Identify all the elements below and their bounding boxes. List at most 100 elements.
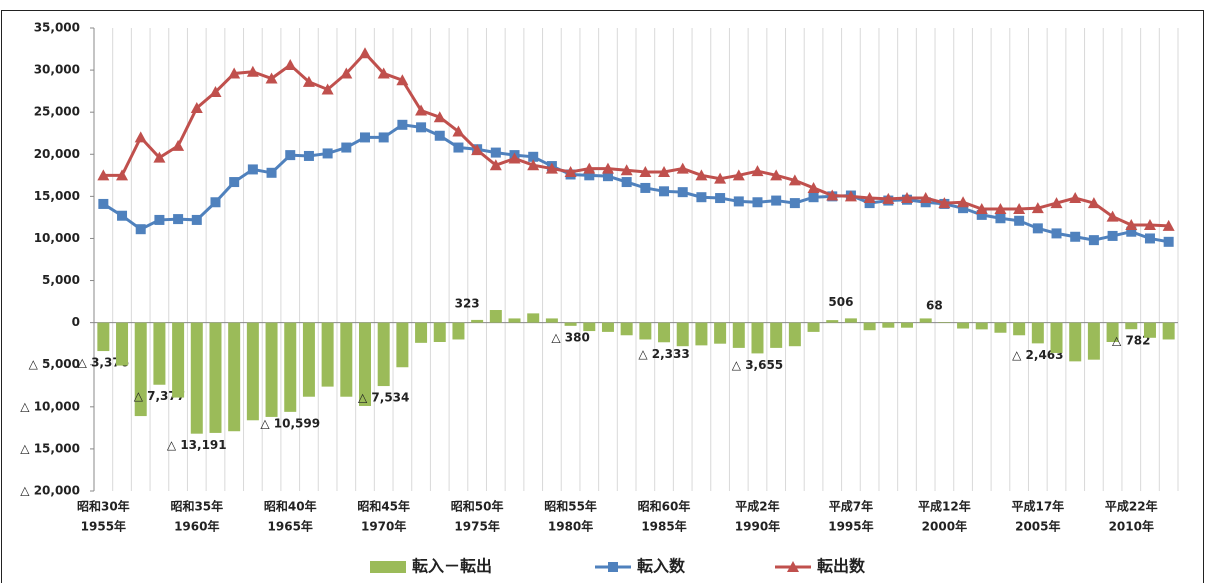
bar — [97, 322, 110, 352]
marker — [545, 162, 558, 174]
marker — [434, 130, 445, 141]
marker — [302, 75, 315, 87]
marker — [807, 181, 820, 193]
x-tick-label: 1960年 — [174, 519, 219, 534]
y-tick-label: △ 20,000 — [20, 484, 80, 498]
bar — [172, 322, 185, 398]
marker — [1126, 226, 1137, 237]
bar — [396, 322, 409, 368]
bar — [340, 322, 353, 397]
x-tick-label: 2010年 — [1109, 519, 1154, 534]
x-tick-label: 1970年 — [361, 519, 406, 534]
marker — [1144, 233, 1155, 244]
marker — [658, 165, 671, 177]
marker — [621, 177, 632, 188]
marker — [975, 202, 988, 214]
marker — [527, 159, 540, 171]
data-label: △ 782 — [1112, 334, 1150, 348]
marker — [639, 165, 652, 177]
frame — [1, 10, 1204, 583]
marker — [209, 85, 222, 97]
legend-marker — [608, 562, 618, 572]
data-label: △ 3,655 — [732, 358, 783, 372]
y-tick-label: 10,000 — [34, 231, 80, 245]
marker — [416, 122, 427, 133]
marker — [1013, 202, 1026, 214]
bar — [863, 322, 876, 331]
marker — [733, 196, 744, 207]
marker — [601, 162, 614, 174]
marker — [901, 192, 913, 204]
bar — [284, 322, 297, 412]
marker — [397, 119, 408, 130]
marker — [677, 187, 688, 198]
y-tick-label: 25,000 — [34, 105, 80, 119]
marker — [919, 192, 932, 204]
bar — [1013, 322, 1026, 336]
marker — [359, 47, 371, 59]
bar — [302, 322, 315, 397]
marker — [752, 197, 763, 208]
bar — [1069, 322, 1082, 362]
marker — [172, 139, 185, 151]
bar — [545, 318, 558, 323]
bar — [1050, 322, 1063, 353]
bar — [714, 322, 727, 344]
marker — [190, 101, 203, 113]
x-tick-label: 1985年 — [641, 519, 686, 534]
data-label: △ 13,191 — [167, 438, 227, 452]
bar — [190, 322, 203, 434]
marker — [1162, 219, 1175, 231]
bar — [676, 322, 689, 347]
y-tick-label: 0 — [72, 315, 80, 329]
marker — [826, 189, 839, 201]
bar — [508, 318, 521, 323]
marker — [771, 195, 782, 206]
legend-swatch — [370, 561, 406, 573]
x-tick-label: 2000年 — [922, 519, 967, 534]
marker — [732, 169, 745, 181]
marker — [844, 190, 857, 202]
bar — [751, 322, 764, 354]
marker — [154, 214, 165, 225]
legend-marker — [787, 561, 799, 572]
marker — [863, 192, 876, 204]
marker — [247, 164, 258, 175]
x-tick-label: 昭和50年 — [451, 499, 504, 514]
bar — [564, 322, 577, 326]
marker — [751, 165, 764, 177]
marker — [714, 172, 727, 184]
bar — [601, 322, 614, 332]
marker — [98, 198, 109, 209]
x-tick-label: 平成17年 — [1011, 499, 1064, 514]
marker — [360, 132, 370, 143]
marker — [303, 150, 314, 161]
marker — [191, 214, 202, 225]
x-tick-label: 平成22年 — [1105, 499, 1158, 514]
x-tick-label: 平成2年 — [735, 499, 779, 514]
y-tick-label: 15,000 — [34, 189, 80, 203]
bar — [153, 322, 166, 385]
marker — [97, 169, 110, 181]
marker — [135, 224, 146, 235]
marker — [528, 151, 539, 162]
marker — [1031, 202, 1044, 214]
marker — [957, 196, 970, 208]
marker — [1014, 215, 1025, 226]
bar — [695, 322, 708, 346]
marker — [640, 182, 651, 193]
marker — [265, 72, 278, 84]
bar — [975, 322, 988, 330]
bar — [209, 322, 222, 433]
marker — [433, 111, 446, 123]
data-label: △ 380 — [551, 330, 589, 344]
data-label: △ 10,599 — [260, 416, 320, 430]
marker — [321, 83, 334, 95]
marker — [210, 197, 221, 208]
marker — [659, 186, 670, 197]
marker — [583, 162, 596, 174]
marker — [471, 144, 484, 156]
marker — [602, 171, 613, 182]
marker — [1087, 197, 1100, 209]
